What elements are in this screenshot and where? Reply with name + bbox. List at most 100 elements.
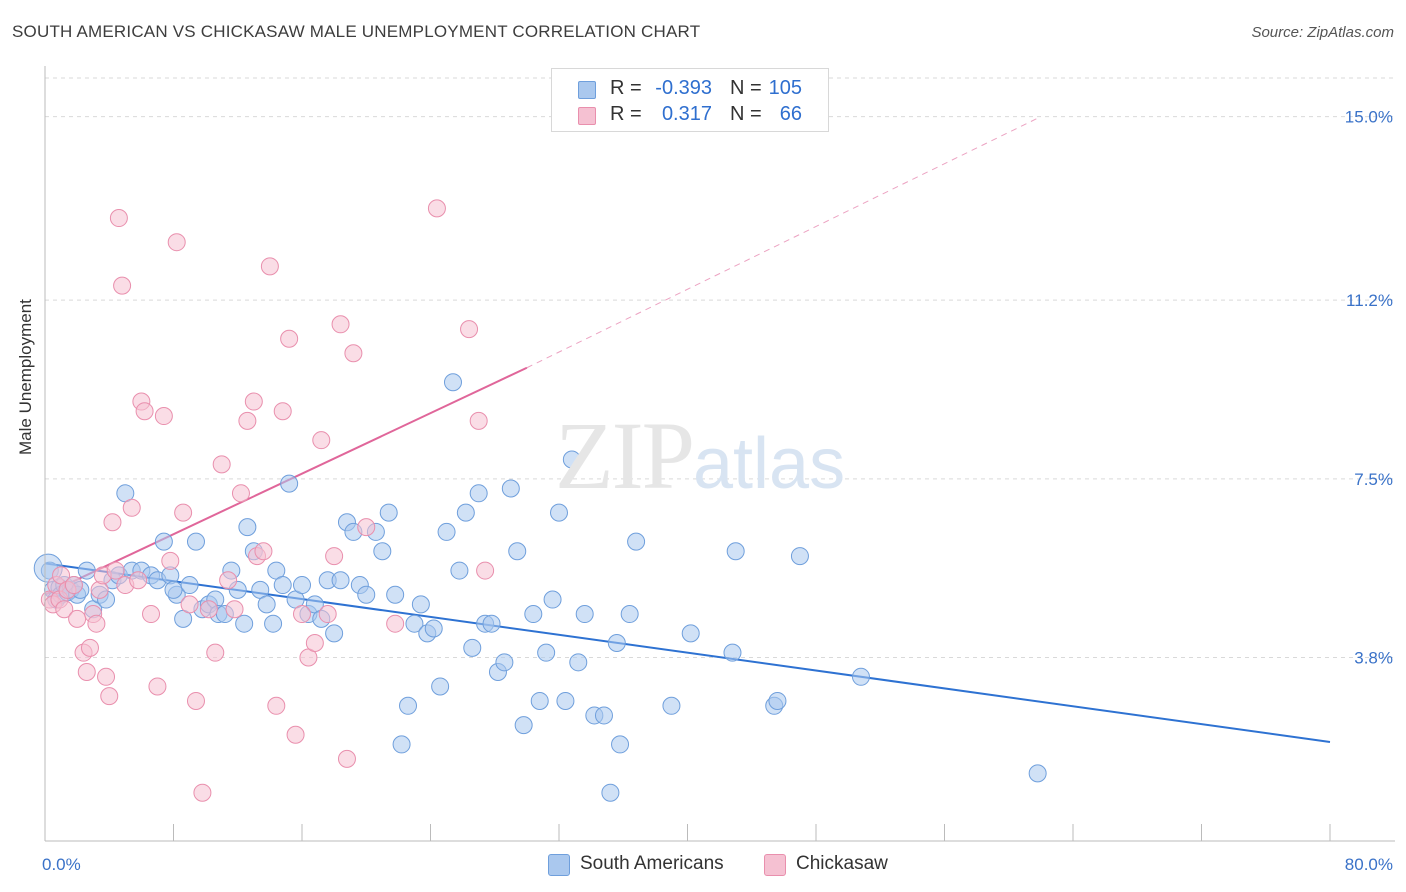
data-point <box>312 431 331 450</box>
correlation-legend: R = -0.393 N = 105 R = 0.317 N = 66 <box>551 68 829 132</box>
source-label: Source: ZipAtlas.com <box>1251 24 1394 41</box>
data-point <box>273 576 292 595</box>
data-point <box>293 605 311 624</box>
data-point <box>286 725 305 744</box>
legend-r-value: 0.317 <box>661 103 712 125</box>
grid <box>45 77 1395 658</box>
data-point <box>437 522 456 541</box>
data-point <box>238 518 257 537</box>
y-tick-label: 15.0% <box>1345 108 1393 127</box>
data-point <box>601 783 620 802</box>
data-point <box>225 600 244 619</box>
data-point <box>206 643 225 662</box>
watermark: ZIPatlas <box>555 400 845 511</box>
data-point <box>723 643 742 662</box>
series-chickasaw <box>40 199 495 802</box>
legend-n-label: N = <box>730 103 762 125</box>
data-point <box>476 561 495 580</box>
data-point <box>450 561 469 580</box>
y-axis-label: Male Unemployment <box>16 299 35 455</box>
data-point <box>186 532 205 551</box>
data-point <box>337 749 356 768</box>
legend-n-value: 66 <box>779 103 802 125</box>
data-point <box>662 696 681 715</box>
legend-row-south-americans: R = -0.393 N = 105 <box>552 75 828 103</box>
data-point <box>193 783 212 802</box>
data-point <box>77 662 96 681</box>
legend-n-value: 105 <box>768 77 802 99</box>
data-point <box>443 373 462 392</box>
x-tick-label: 0.0% <box>42 855 81 874</box>
data-point <box>122 498 141 517</box>
data-point <box>550 503 568 522</box>
data-point <box>235 614 254 633</box>
data-point <box>264 614 283 633</box>
data-point <box>463 638 482 657</box>
data-point <box>167 233 186 252</box>
data-point <box>537 643 556 662</box>
data-point <box>212 455 231 474</box>
data-point <box>627 532 646 551</box>
data-point <box>392 735 411 754</box>
y-tick-label: 7.5% <box>1354 470 1393 489</box>
data-point <box>469 484 488 503</box>
data-point <box>607 634 626 653</box>
data-point <box>556 691 575 710</box>
data-point <box>80 638 99 657</box>
y-tick-label: 3.8% <box>1354 648 1393 667</box>
data-point <box>68 609 87 628</box>
data-point <box>594 706 613 725</box>
data-point <box>161 551 180 570</box>
data-point <box>174 503 193 522</box>
data-point <box>524 605 543 624</box>
data-point <box>543 590 562 609</box>
data-point <box>180 595 199 614</box>
data-point <box>469 411 488 430</box>
data-point <box>575 605 594 624</box>
legend-swatch-chickasaw <box>764 854 786 876</box>
data-point <box>148 677 167 696</box>
data-point <box>97 667 116 686</box>
data-point <box>514 716 533 735</box>
watermark-atlas: atlas <box>693 424 846 504</box>
data-point <box>386 614 405 633</box>
data-point <box>219 571 238 590</box>
data-point <box>231 484 250 503</box>
data-point <box>257 595 276 614</box>
legend-label-chickasaw: Chickasaw <box>796 853 888 874</box>
data-point <box>238 411 257 430</box>
data-point <box>164 580 183 599</box>
data-point <box>344 344 363 363</box>
data-point <box>399 696 418 715</box>
data-point <box>280 474 299 493</box>
data-point <box>620 605 639 624</box>
data-point <box>357 585 376 604</box>
x-tick-label: 80.0% <box>1345 855 1393 874</box>
data-point <box>386 585 405 604</box>
data-point <box>273 402 292 421</box>
data-point <box>325 624 344 643</box>
data-point <box>154 532 173 551</box>
watermark-zip: ZIP <box>555 402 695 509</box>
legend-row-chickasaw: R = 0.317 N = 66 <box>552 101 828 129</box>
data-point <box>1028 764 1047 783</box>
data-point <box>482 614 501 633</box>
data-point <box>154 407 173 426</box>
data-point <box>726 542 745 561</box>
data-point <box>508 542 527 561</box>
data-point <box>87 614 106 633</box>
data-point <box>293 576 311 595</box>
data-point <box>325 547 344 566</box>
legend-r-label: R = <box>610 103 642 125</box>
data-point <box>64 576 83 595</box>
data-point <box>260 257 279 276</box>
data-point <box>562 450 581 469</box>
data-point <box>790 547 809 566</box>
chart-title: SOUTH AMERICAN VS CHICKASAW MALE UNEMPLO… <box>12 22 701 41</box>
legend-swatch-pink <box>578 107 596 125</box>
legend-label-south-americans: South Americans <box>580 853 724 874</box>
data-point <box>106 561 125 580</box>
data-point <box>305 634 324 653</box>
tick-labels: 3.8% 7.5% 11.2% 15.0% 0.0% 80.0% <box>42 108 1393 874</box>
